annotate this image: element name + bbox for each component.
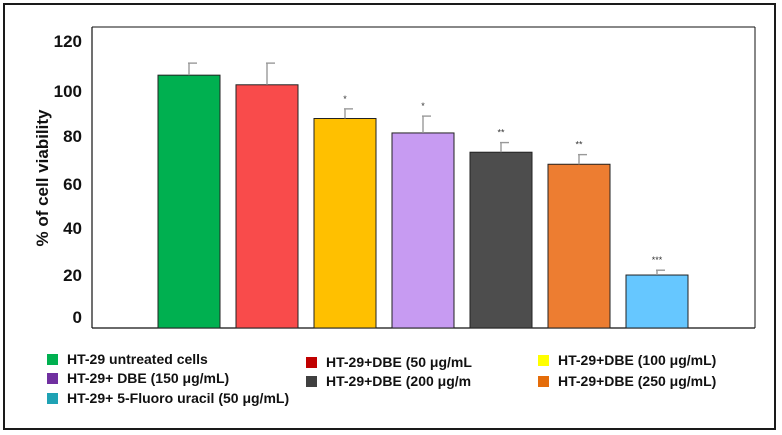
bars: *********	[157, 62, 689, 329]
bar-group	[235, 62, 299, 329]
bar-group: **	[547, 140, 611, 329]
bar	[313, 118, 377, 329]
y-tick-labels: 0 20 40 60 80 100 120	[54, 32, 82, 327]
bar-group: *	[391, 101, 455, 329]
bar-group: *	[313, 94, 377, 329]
y-tick-label: 80	[63, 127, 82, 146]
bar-group: ***	[625, 255, 689, 329]
significance-marker: *	[421, 101, 425, 111]
figure-frame	[3, 3, 776, 430]
y-tick-label: 20	[63, 266, 82, 285]
bar-group	[157, 62, 221, 329]
bar	[391, 132, 455, 329]
significance-marker: **	[497, 128, 505, 138]
y-axis-label: % of cell viability	[33, 109, 52, 247]
significance-marker: **	[575, 140, 583, 150]
bar	[235, 84, 299, 329]
y-tick-label: 100	[54, 82, 82, 101]
bar-group: **	[469, 128, 533, 329]
bar	[157, 74, 221, 329]
y-tick-label: 40	[63, 219, 82, 238]
bar	[469, 151, 533, 329]
y-tick-label: 0	[73, 308, 82, 327]
significance-marker: *	[343, 94, 347, 104]
y-tick-label: 60	[63, 175, 82, 194]
significance-marker: ***	[652, 255, 663, 265]
y-tick-label: 120	[54, 32, 82, 51]
bar	[547, 163, 611, 329]
bar	[625, 274, 689, 329]
